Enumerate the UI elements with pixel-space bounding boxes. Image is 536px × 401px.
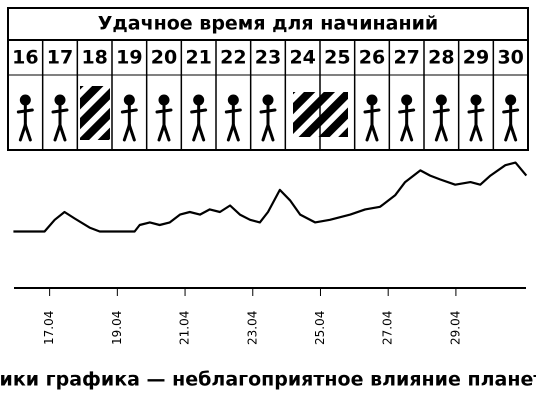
figure-icon	[224, 94, 242, 142]
day-number: 17	[47, 47, 73, 69]
figure-icon	[398, 94, 416, 142]
day-number: 22	[220, 47, 246, 69]
figure-icon	[155, 94, 173, 142]
day-number: 30	[497, 47, 523, 69]
line-series	[13, 161, 528, 233]
day-number: 21	[185, 47, 211, 69]
figure-icon	[259, 94, 277, 142]
day-number: 23	[255, 47, 281, 69]
day-number: 24	[289, 47, 315, 69]
day-number: 20	[151, 47, 177, 69]
x-tick-label: 29.04	[448, 311, 462, 345]
day-number: 27	[393, 47, 419, 69]
figure-icon	[51, 94, 69, 142]
figure-icon	[16, 94, 34, 142]
x-tick-label: 19.04	[110, 311, 124, 345]
table-frame	[7, 7, 529, 151]
hatched-block	[80, 86, 110, 140]
figure-icon	[502, 94, 520, 142]
day-number: 18	[81, 47, 107, 69]
figure-icon	[120, 94, 138, 142]
day-number: 19	[116, 47, 142, 69]
day-number: 28	[428, 47, 454, 69]
x-tick-label: 25.04	[313, 311, 327, 345]
caption: Пики графика — неблагоприятное влияние п…	[0, 369, 536, 391]
x-tick-label: 27.04	[381, 311, 395, 345]
x-tick-label: 17.04	[42, 311, 56, 345]
figure-icon	[467, 94, 485, 142]
figure-icon	[432, 94, 450, 142]
day-number: 25	[324, 47, 350, 69]
figure-icon	[363, 94, 381, 142]
day-number: 16	[12, 47, 38, 69]
x-tick-label: 21.04	[178, 311, 192, 345]
x-tick-label: 23.04	[245, 311, 259, 345]
figure-icon	[190, 94, 208, 142]
title: Удачное время для начинаний	[98, 13, 438, 35]
day-number: 29	[463, 47, 489, 69]
day-number: 26	[359, 47, 385, 69]
